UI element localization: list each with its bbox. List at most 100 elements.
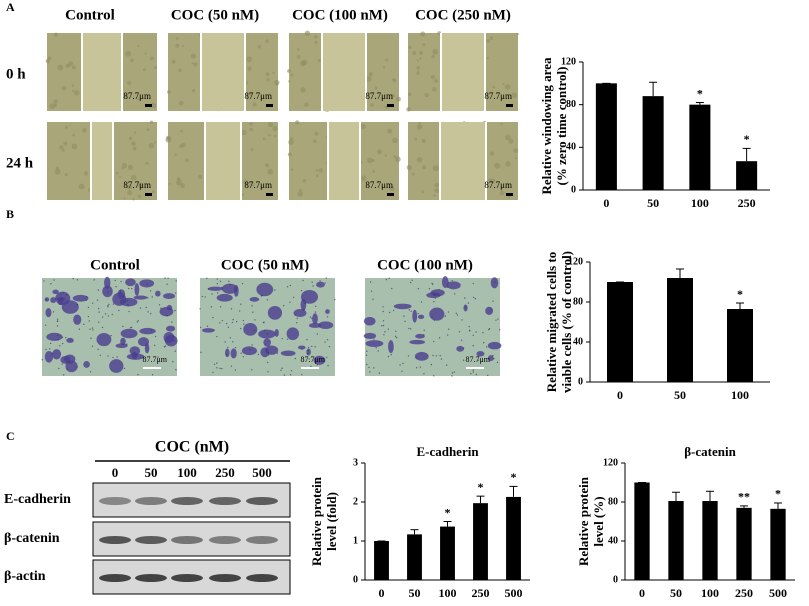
row-label: 24 h (6, 155, 34, 171)
x-tick-label: 0 (617, 388, 623, 402)
pore (262, 321, 265, 324)
pore (423, 334, 425, 336)
pore (146, 283, 148, 285)
pore (324, 282, 326, 284)
pore (434, 297, 436, 299)
cell-texture (301, 59, 308, 66)
pore (136, 321, 139, 323)
cell-texture (82, 127, 87, 133)
cell-texture (416, 72, 420, 76)
pore (432, 354, 434, 357)
pore (392, 309, 395, 312)
cell-cluster (155, 290, 161, 297)
lane-label: 50 (145, 465, 158, 480)
pore (231, 321, 234, 324)
pore (174, 292, 177, 294)
cell-cluster (476, 351, 485, 357)
cell-cluster (363, 316, 376, 326)
cell-texture (434, 182, 440, 188)
cell-texture (153, 66, 157, 70)
cell-texture (145, 161, 149, 165)
pore (221, 319, 224, 322)
cell-texture (313, 139, 317, 143)
pore (219, 322, 221, 324)
pore (89, 371, 92, 373)
x-tick-label: 100 (439, 586, 457, 600)
pore (123, 367, 126, 370)
pore (411, 279, 413, 281)
pore (314, 311, 317, 313)
cell-cluster (260, 347, 270, 358)
cell-cluster (414, 351, 429, 361)
cell-texture (416, 124, 423, 130)
cell-cluster (365, 340, 384, 347)
pore (65, 294, 68, 296)
cell-texture (168, 182, 171, 185)
wound-gap (322, 33, 366, 111)
pore (212, 316, 214, 319)
cell-texture (315, 169, 319, 172)
pore (324, 341, 326, 343)
blot-band (99, 497, 131, 505)
pore (89, 328, 91, 330)
pore (120, 280, 122, 283)
cell-texture (492, 85, 496, 89)
cell-texture (412, 51, 417, 56)
pore (366, 363, 368, 366)
cell-cluster (117, 289, 126, 300)
cell-texture (243, 179, 249, 185)
cell-cluster (487, 355, 494, 362)
significance-mark: * (775, 487, 781, 501)
pore (482, 332, 484, 334)
cell-texture (265, 39, 269, 43)
pore (206, 277, 208, 279)
pore (267, 352, 270, 354)
cell-texture (265, 163, 270, 168)
pore (76, 279, 79, 281)
significance-mark: * (744, 132, 750, 146)
cell-cluster (129, 346, 141, 356)
cell-texture (432, 165, 439, 172)
pore (455, 312, 457, 315)
cell-texture (250, 147, 254, 151)
pore (83, 323, 85, 325)
cell-texture (198, 174, 203, 180)
cell-texture (128, 136, 133, 140)
cell-texture (407, 92, 412, 97)
cell-texture (132, 146, 137, 151)
cell-texture (127, 164, 133, 170)
scale-bar (506, 104, 513, 107)
pore (50, 283, 52, 285)
cell-texture (290, 137, 294, 141)
cell-cluster (312, 313, 318, 325)
pore (49, 342, 52, 345)
column-header: COC (50 nM) (171, 7, 259, 23)
cell-texture (74, 90, 80, 96)
wound-gap (328, 122, 360, 200)
pore (415, 356, 417, 359)
scale-label: 87.7μm (484, 91, 512, 101)
pore (107, 355, 109, 357)
pore (76, 366, 78, 368)
cell-texture (505, 161, 511, 167)
cell-texture (131, 174, 137, 181)
pore (326, 356, 328, 359)
pore (433, 375, 435, 377)
cell-cluster (412, 309, 418, 323)
cell-texture (434, 79, 438, 83)
cell-texture (142, 68, 146, 72)
cell-texture (486, 56, 489, 60)
scale-label: 87.7μm (244, 180, 272, 190)
cell-texture (193, 62, 198, 67)
cell-texture (121, 167, 124, 170)
pore (464, 297, 466, 299)
pore (86, 296, 88, 298)
pore (446, 286, 449, 288)
pore (230, 365, 233, 367)
pore (119, 290, 122, 292)
cell-cluster (446, 281, 461, 290)
pore (216, 367, 218, 369)
significance-mark: * (478, 480, 484, 494)
pore (409, 328, 412, 330)
